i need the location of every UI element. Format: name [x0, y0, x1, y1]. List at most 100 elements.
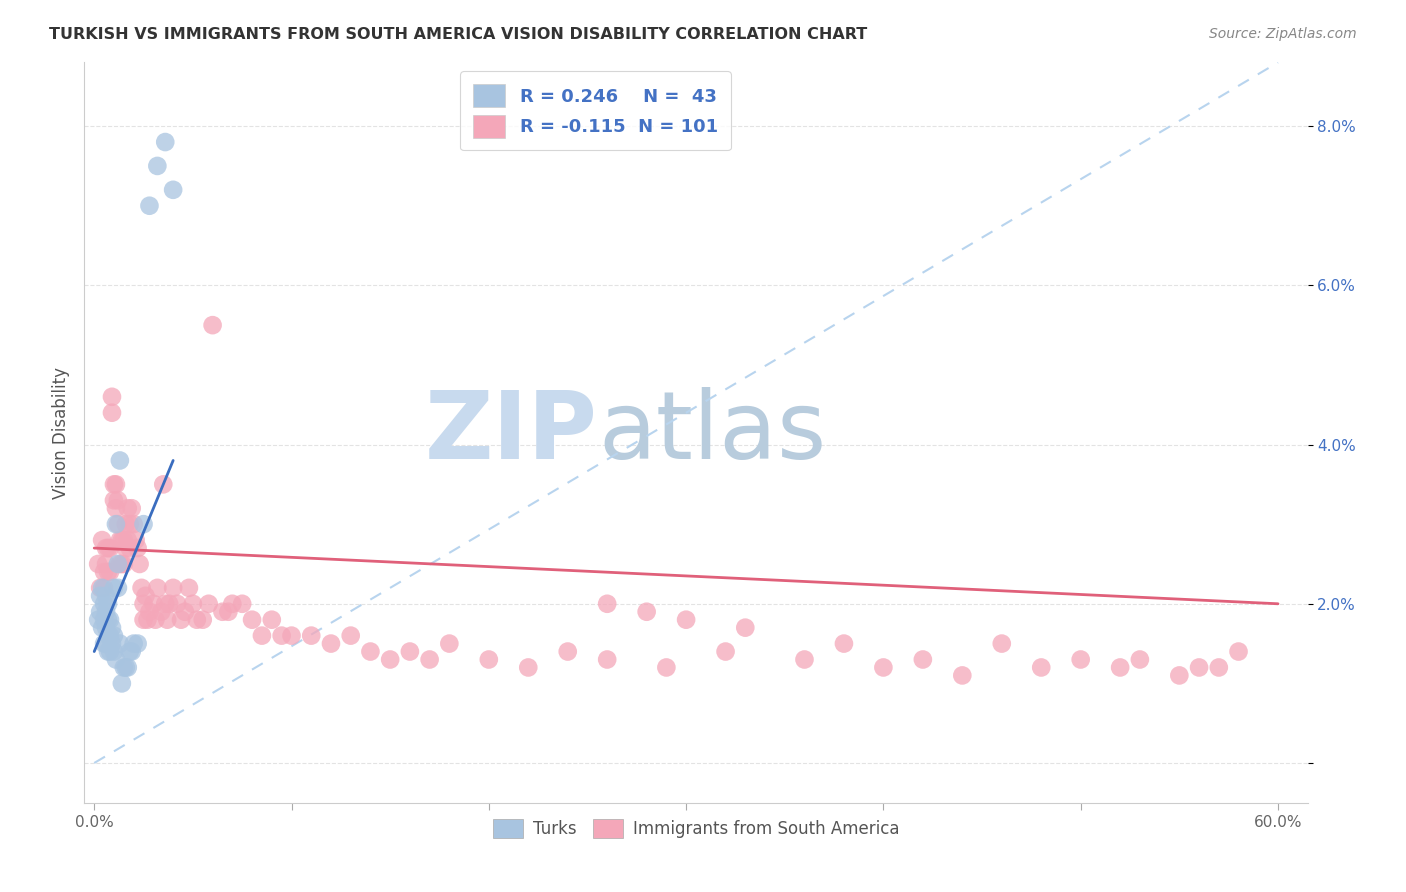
- Point: [104, 477, 127, 491]
- Point: [1070, 652, 1092, 666]
- Point: [121, 501, 143, 516]
- Point: [157, 597, 180, 611]
- Point: [98, 541, 121, 555]
- Point: [280, 629, 302, 643]
- Point: [104, 517, 127, 532]
- Point: [117, 533, 139, 547]
- Point: [97, 644, 120, 658]
- Point: [478, 652, 501, 666]
- Point: [112, 533, 135, 547]
- Point: [114, 660, 136, 674]
- Point: [146, 581, 169, 595]
- Point: [94, 541, 117, 555]
- Point: [98, 644, 121, 658]
- Point: [138, 605, 160, 619]
- Point: [1168, 668, 1191, 682]
- Text: TURKISH VS IMMIGRANTS FROM SOUTH AMERICA VISION DISABILITY CORRELATION CHART: TURKISH VS IMMIGRANTS FROM SOUTH AMERICA…: [49, 27, 868, 42]
- Point: [89, 581, 111, 595]
- Point: [1188, 660, 1211, 674]
- Point: [121, 644, 143, 658]
- Point: [217, 605, 239, 619]
- Point: [112, 557, 135, 571]
- Point: [231, 597, 253, 611]
- Point: [124, 533, 146, 547]
- Point: [89, 605, 111, 619]
- Point: [118, 541, 141, 555]
- Point: [991, 637, 1014, 651]
- Point: [103, 493, 125, 508]
- Point: [1031, 660, 1053, 674]
- Point: [170, 613, 193, 627]
- Point: [108, 533, 131, 547]
- Point: [517, 660, 540, 674]
- Point: [132, 613, 155, 627]
- Point: [98, 565, 121, 579]
- Point: [94, 605, 117, 619]
- Text: atlas: atlas: [598, 386, 827, 479]
- Point: [94, 621, 117, 635]
- Point: [131, 581, 153, 595]
- Point: [122, 517, 145, 532]
- Point: [93, 581, 115, 595]
- Point: [359, 644, 381, 658]
- Point: [250, 629, 273, 643]
- Point: [101, 621, 124, 635]
- Point: [103, 477, 125, 491]
- Point: [108, 637, 131, 651]
- Point: [118, 644, 141, 658]
- Point: [221, 597, 243, 611]
- Point: [439, 637, 461, 651]
- Point: [201, 318, 224, 333]
- Point: [97, 541, 120, 555]
- Point: [107, 517, 129, 532]
- Point: [108, 557, 131, 571]
- Point: [138, 199, 160, 213]
- Legend: Turks, Immigrants from South America: Turks, Immigrants from South America: [484, 810, 908, 847]
- Point: [97, 629, 120, 643]
- Point: [146, 159, 169, 173]
- Point: [117, 660, 139, 674]
- Point: [1227, 644, 1250, 658]
- Point: [103, 629, 125, 643]
- Point: [98, 629, 121, 643]
- Point: [128, 557, 150, 571]
- Point: [91, 581, 114, 595]
- Point: [94, 557, 117, 571]
- Point: [270, 629, 292, 643]
- Point: [97, 613, 120, 627]
- Point: [111, 533, 134, 547]
- Point: [832, 637, 855, 651]
- Point: [93, 565, 115, 579]
- Point: [122, 637, 145, 651]
- Point: [142, 597, 165, 611]
- Point: [97, 565, 120, 579]
- Point: [260, 613, 283, 627]
- Point: [91, 621, 114, 635]
- Point: [132, 597, 155, 611]
- Y-axis label: Vision Disability: Vision Disability: [52, 367, 70, 499]
- Point: [103, 644, 125, 658]
- Point: [111, 557, 134, 571]
- Point: [186, 613, 208, 627]
- Point: [112, 660, 135, 674]
- Point: [127, 637, 149, 651]
- Point: [177, 581, 200, 595]
- Point: [103, 581, 125, 595]
- Point: [136, 613, 159, 627]
- Point: [111, 676, 134, 690]
- Point: [97, 597, 120, 611]
- Point: [211, 605, 233, 619]
- Point: [152, 477, 174, 491]
- Point: [299, 629, 322, 643]
- Point: [596, 652, 619, 666]
- Point: [156, 613, 179, 627]
- Point: [197, 597, 219, 611]
- Point: [1109, 660, 1132, 674]
- Point: [675, 613, 697, 627]
- Point: [94, 589, 117, 603]
- Point: [118, 517, 141, 532]
- Point: [793, 652, 815, 666]
- Point: [162, 183, 184, 197]
- Point: [950, 668, 973, 682]
- Point: [89, 589, 111, 603]
